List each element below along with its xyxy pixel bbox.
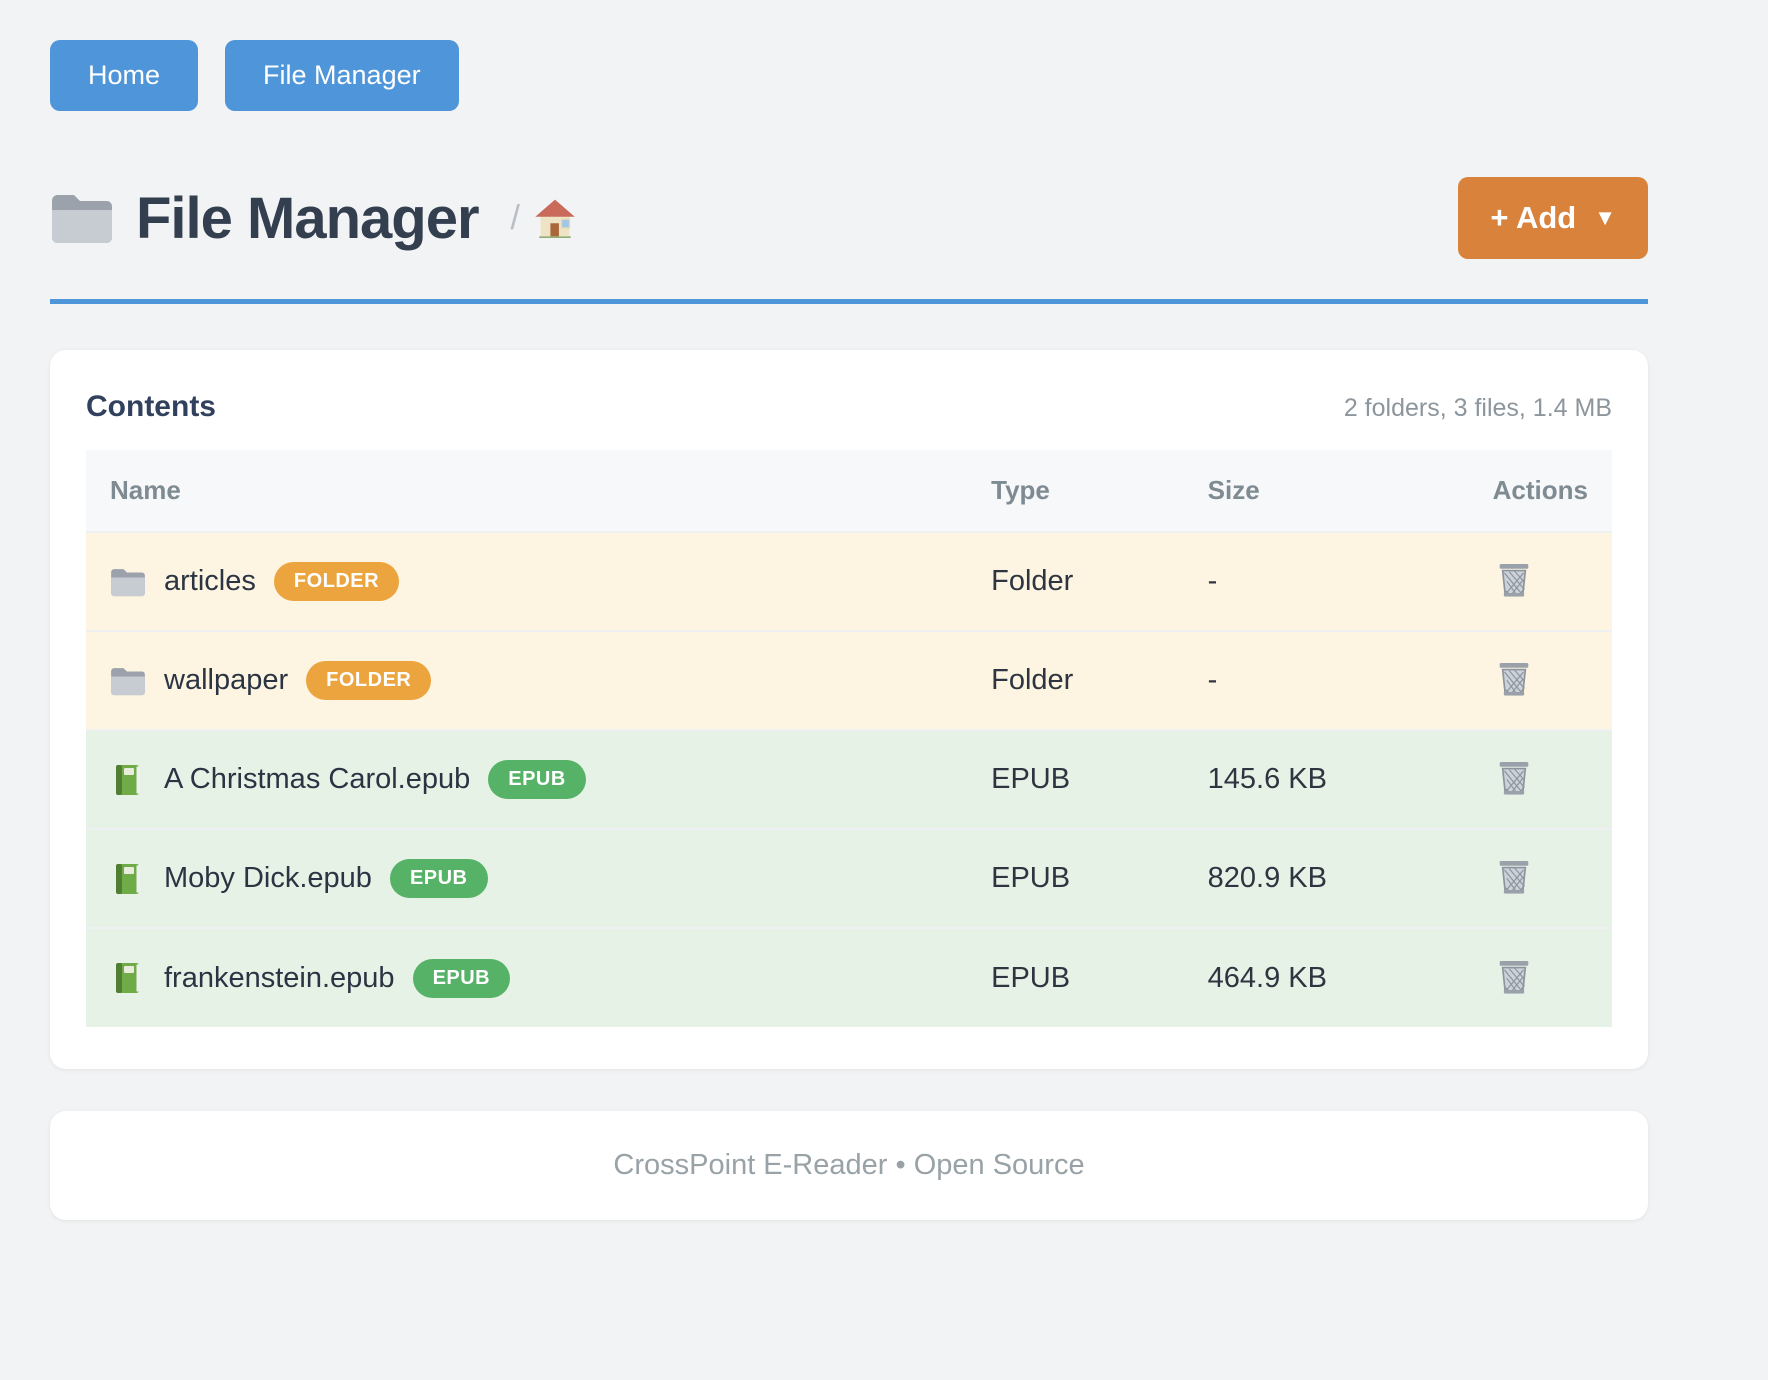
type-cell: EPUB <box>967 729 1184 829</box>
name-cell: articles FOLDER <box>110 562 943 601</box>
top-nav: Home File Manager <box>50 40 1648 111</box>
book-icon <box>116 764 140 795</box>
title-divider <box>50 299 1648 304</box>
trash-icon <box>1499 761 1528 795</box>
contents-card: Contents 2 folders, 3 files, 1.4 MB Name… <box>50 350 1648 1069</box>
contents-title: Contents <box>86 390 216 423</box>
item-name[interactable]: frankenstein.epub <box>164 961 395 994</box>
footer-card: CrossPoint E-Reader • Open Source <box>50 1111 1648 1220</box>
column-header-type: Type <box>967 450 1184 532</box>
book-icon <box>116 963 140 993</box>
folder-icon <box>111 667 145 695</box>
table-row: wallpaper FOLDER Folder - <box>86 630 1612 730</box>
actions-cell <box>1468 531 1612 631</box>
table-row: A Christmas Carol.epub EPUB EPUB 145.6 K… <box>86 729 1612 829</box>
item-name[interactable]: wallpaper <box>164 664 289 696</box>
delete-button[interactable] <box>1493 954 1535 999</box>
name-cell: wallpaper FOLDER <box>110 661 943 700</box>
size-cell: 145.6 KB <box>1183 729 1469 829</box>
contents-card-header: Contents 2 folders, 3 files, 1.4 MB <box>86 390 1612 424</box>
add-button[interactable]: + Add ▼ <box>1458 177 1648 259</box>
size-cell: 464.9 KB <box>1183 927 1469 1027</box>
actions-cell <box>1468 828 1612 928</box>
actions-cell <box>1468 927 1612 1027</box>
name-cell: Moby Dick.epub EPUB <box>110 859 943 898</box>
trash-icon <box>1499 860 1528 894</box>
table-row: frankenstein.epub EPUB EPUB 464.9 KB <box>86 927 1612 1027</box>
type-badge: EPUB <box>412 958 511 998</box>
delete-button[interactable] <box>1493 755 1535 800</box>
type-cell: EPUB <box>967 828 1184 928</box>
home-icon[interactable] <box>534 198 576 238</box>
chevron-down-icon: ▼ <box>1594 205 1616 230</box>
column-header-name: Name <box>86 450 968 532</box>
contents-summary: 2 folders, 3 files, 1.4 MB <box>1343 394 1612 422</box>
column-header-size: Size <box>1183 450 1469 532</box>
table-row: Moby Dick.epub EPUB EPUB 820.9 KB <box>86 828 1612 928</box>
trash-icon <box>1499 563 1528 597</box>
actions-cell <box>1468 630 1612 730</box>
type-cell: Folder <box>967 630 1184 730</box>
table-row: articles FOLDER Folder - <box>86 531 1612 631</box>
item-name[interactable]: articles <box>164 565 256 597</box>
book-icon <box>116 863 140 894</box>
page-header: File Manager / + Add ▼ <box>50 177 1648 259</box>
size-cell: - <box>1183 531 1469 631</box>
size-cell: - <box>1183 630 1469 730</box>
type-badge: FOLDER <box>306 661 432 700</box>
column-header-actions: Actions <box>1468 450 1612 532</box>
delete-button[interactable] <box>1493 656 1535 701</box>
delete-button[interactable] <box>1493 557 1535 602</box>
folder-icon <box>111 568 145 596</box>
trash-icon <box>1499 960 1528 994</box>
file-manager-button[interactable]: File Manager <box>225 40 459 111</box>
trash-icon <box>1499 662 1528 696</box>
item-name[interactable]: Moby Dick.epub <box>164 862 372 894</box>
home-button[interactable]: Home <box>50 40 199 111</box>
type-badge: FOLDER <box>273 562 400 601</box>
name-cell: frankenstein.epub EPUB <box>110 958 943 998</box>
type-cell: Folder <box>967 531 1184 631</box>
page-title: File Manager <box>136 185 480 251</box>
name-cell: A Christmas Carol.epub EPUB <box>110 760 943 799</box>
breadcrumb: / <box>511 198 576 238</box>
footer-text: CrossPoint E-Reader • Open Source <box>613 1149 1085 1181</box>
type-cell: EPUB <box>967 927 1184 1027</box>
file-table: Name Type Size Actions ar <box>86 450 1612 1027</box>
file-table-body: articles FOLDER Folder - <box>86 531 1612 1027</box>
title-group: File Manager / <box>50 185 576 252</box>
item-name[interactable]: A Christmas Carol.epub <box>164 763 471 795</box>
folder-icon <box>52 195 112 243</box>
breadcrumb-separator: / <box>510 198 520 237</box>
file-table-head: Name Type Size Actions <box>86 450 1612 532</box>
size-cell: 820.9 KB <box>1183 828 1469 928</box>
type-badge: EPUB <box>488 760 586 799</box>
type-badge: EPUB <box>389 859 488 898</box>
delete-button[interactable] <box>1493 854 1535 899</box>
add-button-label: + Add <box>1490 200 1577 235</box>
actions-cell <box>1468 729 1612 829</box>
